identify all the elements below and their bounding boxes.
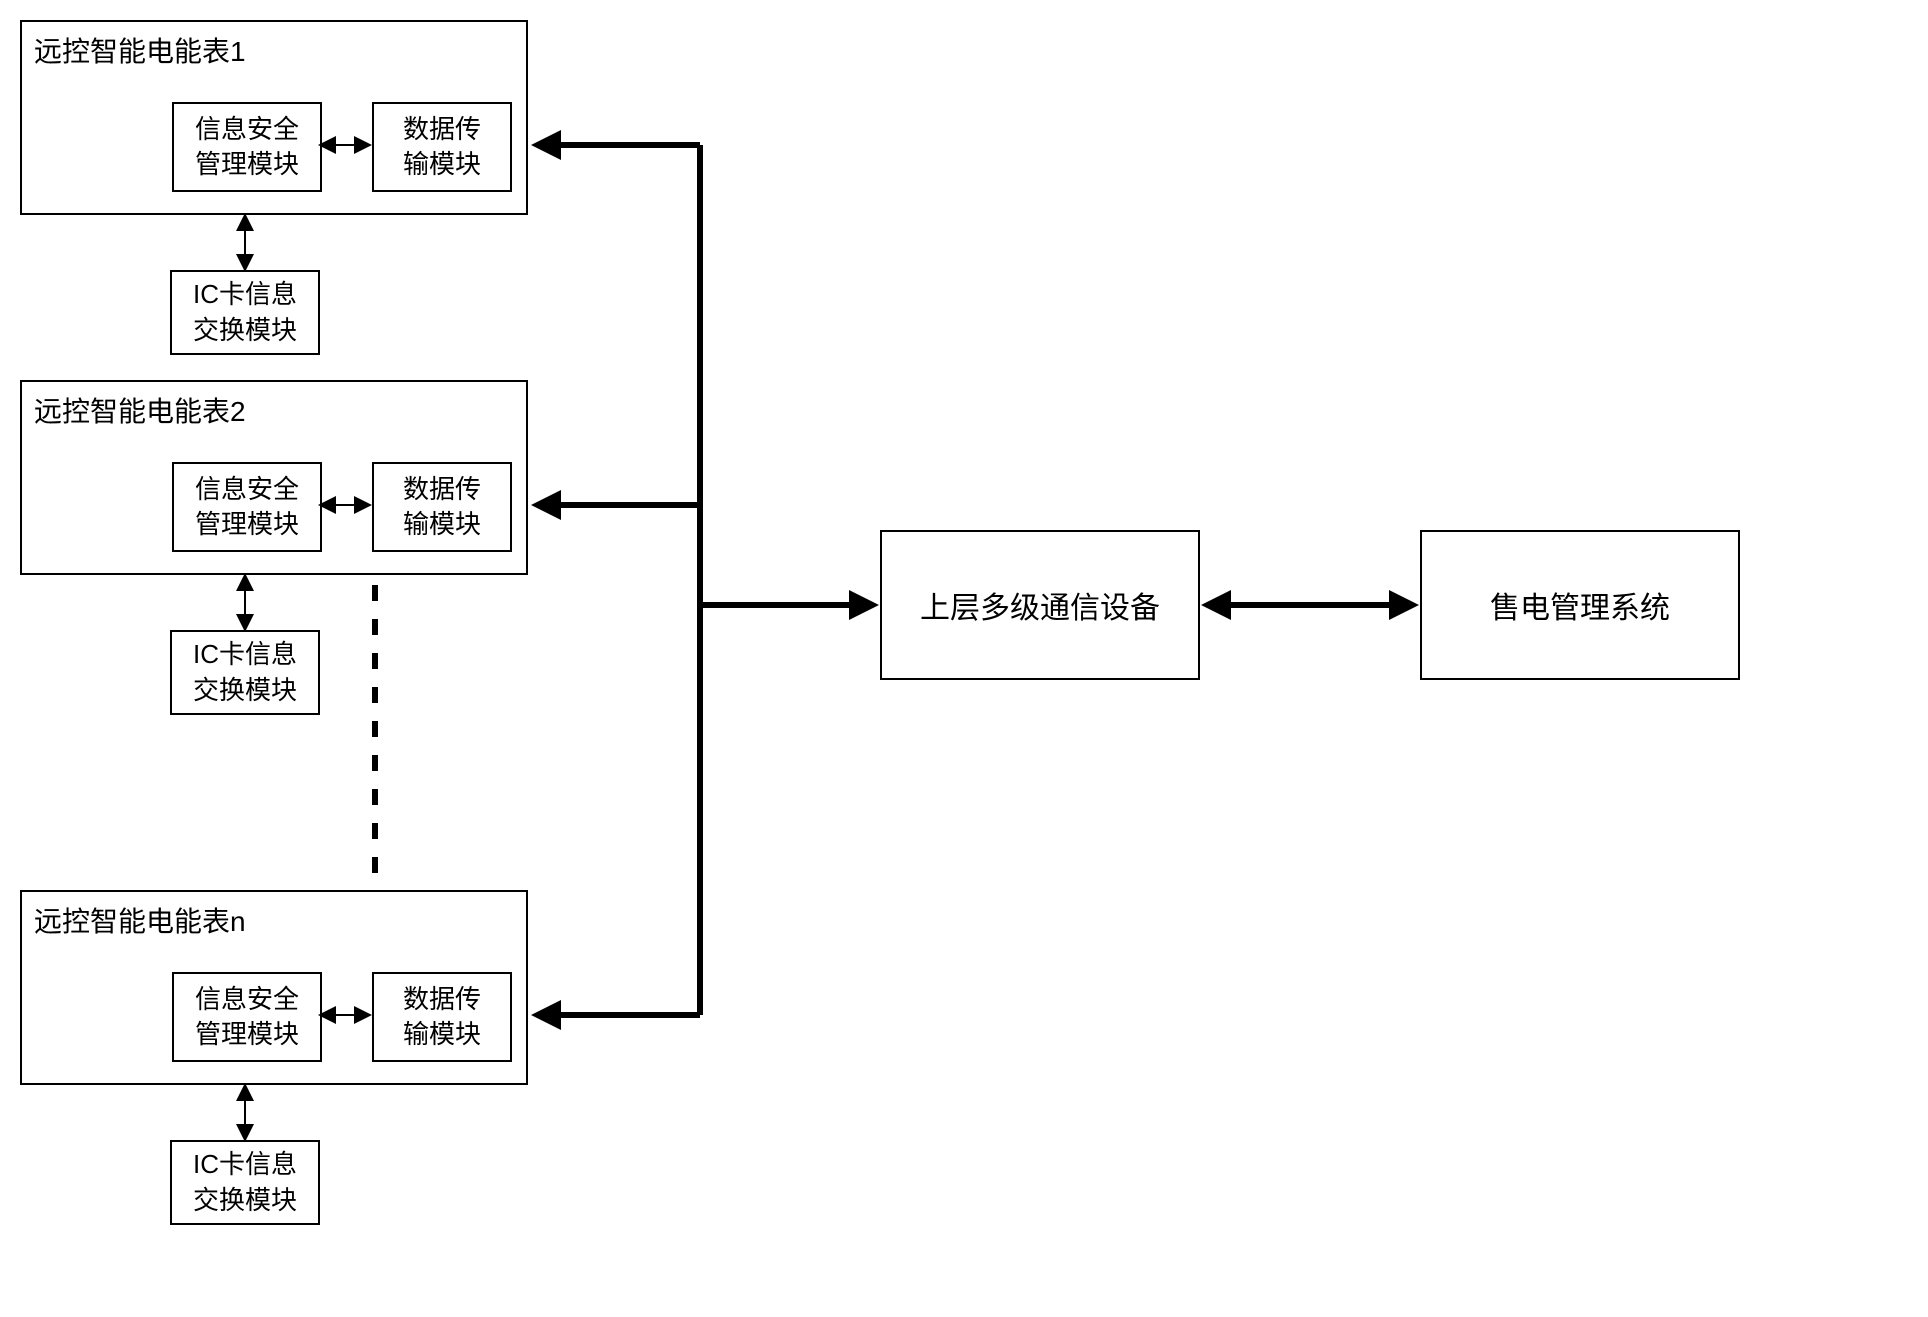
data-transfer-module-2: 数据传输模块 — [372, 462, 512, 552]
security-module-2: 信息安全管理模块 — [172, 462, 322, 552]
sales-system-box: 售电管理系统 — [1420, 530, 1740, 680]
security-label: 信息安全管理模块 — [195, 982, 299, 1052]
ic-card-module-2: IC卡信息交换模块 — [170, 630, 320, 715]
data-transfer-module-n: 数据传输模块 — [372, 972, 512, 1062]
data-transfer-label: 数据传输模块 — [403, 982, 481, 1052]
ic-card-module-n: IC卡信息交换模块 — [170, 1140, 320, 1225]
ic-card-label: IC卡信息交换模块 — [193, 637, 297, 707]
security-module-1: 信息安全管理模块 — [172, 102, 322, 192]
security-label: 信息安全管理模块 — [195, 472, 299, 542]
meter-box-2: 远控智能电能表2 信息安全管理模块 数据传输模块 — [20, 380, 528, 575]
sales-system-label: 售电管理系统 — [1490, 583, 1670, 627]
meter-box-1: 远控智能电能表1 信息安全管理模块 数据传输模块 — [20, 20, 528, 215]
comm-device-label: 上层多级通信设备 — [920, 583, 1160, 627]
meter-title-2: 远控智能电能表2 — [34, 390, 246, 430]
ic-card-label: IC卡信息交换模块 — [193, 1147, 297, 1217]
security-label: 信息安全管理模块 — [195, 112, 299, 182]
ic-card-module-1: IC卡信息交换模块 — [170, 270, 320, 355]
data-transfer-label: 数据传输模块 — [403, 112, 481, 182]
meter-title-1: 远控智能电能表1 — [34, 30, 246, 70]
meter-box-n: 远控智能电能表n 信息安全管理模块 数据传输模块 — [20, 890, 528, 1085]
ic-card-label: IC卡信息交换模块 — [193, 277, 297, 347]
data-transfer-module-1: 数据传输模块 — [372, 102, 512, 192]
security-module-n: 信息安全管理模块 — [172, 972, 322, 1062]
meter-title-n: 远控智能电能表n — [34, 900, 246, 940]
data-transfer-label: 数据传输模块 — [403, 472, 481, 542]
comm-device-box: 上层多级通信设备 — [880, 530, 1200, 680]
